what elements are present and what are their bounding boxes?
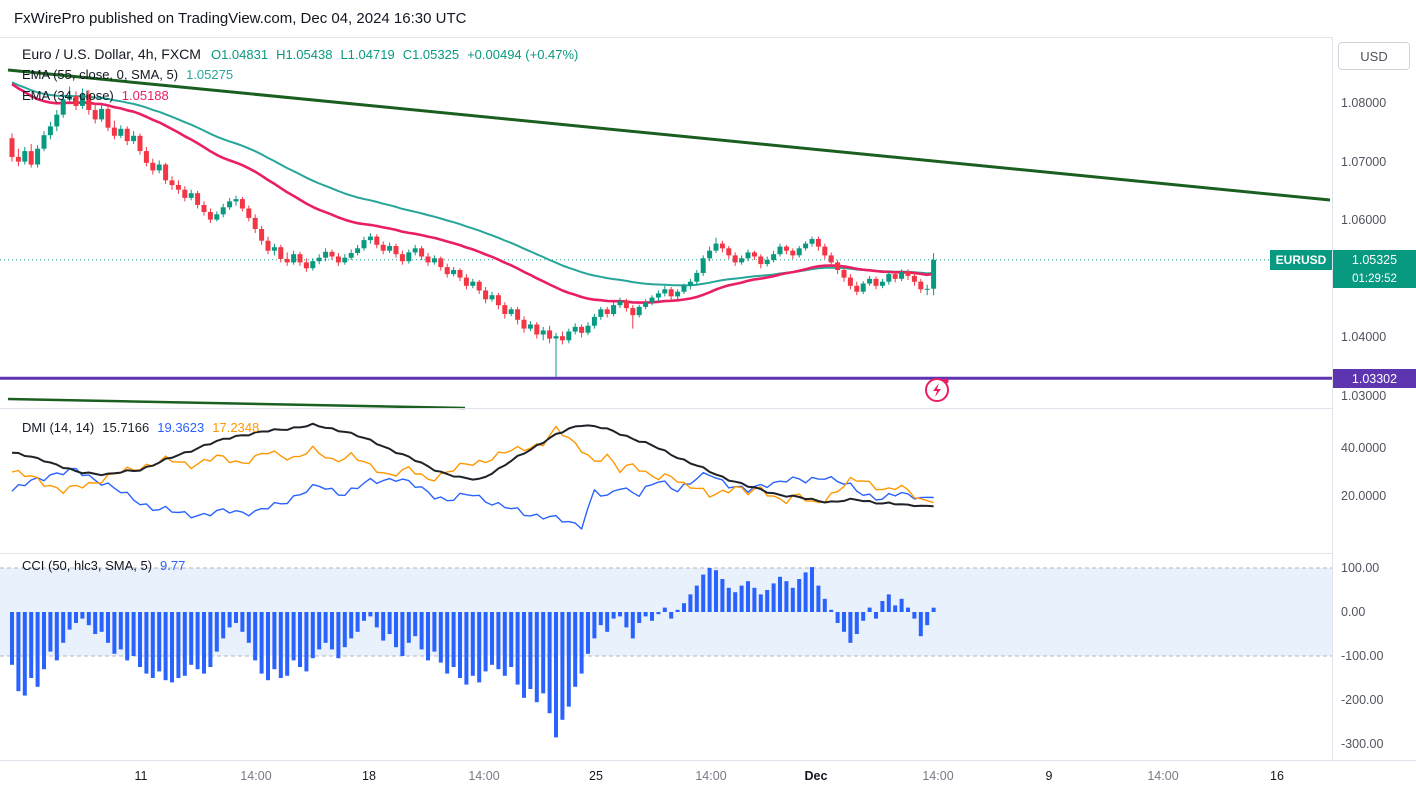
price-tick-label: 0.00	[1341, 605, 1366, 619]
last-price-badge: 1.05325	[1333, 250, 1416, 270]
dmi-line-plusDI	[11, 467, 934, 530]
candlesticks	[9, 86, 937, 377]
ema34-legend[interactable]: EMA (34, close) 1.05188	[22, 88, 169, 103]
ohlc-change: +0.00494 (+0.47%)	[467, 47, 579, 62]
price-axis-separator	[1332, 37, 1333, 760]
dmi-minus-di-value: 17.2348	[212, 420, 260, 435]
publish-title: FxWirePro published on TradingView.com, …	[14, 10, 467, 27]
ema55-value: 1.05275	[186, 67, 234, 82]
header-separator	[0, 37, 1416, 38]
dmi-legend[interactable]: DMI (14, 14) 15.7166 19.3623 17.2348	[22, 420, 259, 435]
time-tick-label: 11	[134, 769, 148, 783]
ema55-line	[11, 81, 934, 287]
time-axis-separator	[0, 760, 1416, 761]
time-tick-label: 9	[1045, 769, 1053, 783]
time-tick-label: 14:00	[922, 769, 954, 783]
ohlc-high: H1.05438	[276, 47, 333, 62]
dmi-plus-di-value: 19.3623	[157, 420, 205, 435]
price-axis[interactable]: 1.08000 1.07000 1.06000 1.04000 1.03000 40.00…	[1333, 37, 1416, 760]
publish-header: FxWirePro published on TradingView.com, …	[0, 0, 1416, 37]
dmi-adx-value: 15.7166	[102, 420, 150, 435]
symbol-price-badge: EURUSD	[1270, 250, 1332, 270]
time-tick-label: 14:00	[240, 769, 272, 783]
ohlc-open: O1.04831	[210, 47, 269, 62]
dmi-line-ADX	[11, 422, 934, 508]
ema34-label: EMA (34, close)	[22, 88, 114, 103]
time-tick-label: Dec	[804, 769, 828, 783]
dmi-line-minusDI	[11, 425, 934, 505]
time-tick-label: 25	[589, 769, 603, 783]
resistance-trendline[interactable]	[7, 68, 1331, 202]
ema34-line	[11, 82, 934, 304]
price-tick-label: 1.06000	[1341, 213, 1387, 228]
time-tick-label: 14:00	[695, 769, 727, 783]
price-tick-label: -100.00	[1341, 649, 1384, 663]
lightning-marker[interactable]	[925, 378, 949, 402]
price-tick-label: 40.0000	[1341, 441, 1387, 455]
price-tick-label: 1.04000	[1341, 330, 1387, 345]
cci-label: CCI (50, hlc3, SMA, 5)	[22, 558, 153, 573]
cci-value: 9.77	[160, 558, 186, 573]
time-tick-label: 16	[1270, 769, 1284, 783]
ema34-value: 1.05188	[121, 88, 169, 103]
pane-separator-cci[interactable]	[0, 553, 1416, 554]
symbol-title: Euro / U.S. Dollar, 4h, FXCM	[22, 46, 201, 62]
time-tick-label: 18	[362, 769, 376, 783]
minor-trendline[interactable]	[7, 397, 466, 410]
cci-histogram	[10, 567, 936, 738]
pane-separator-dmi[interactable]	[0, 408, 1416, 409]
time-axis[interactable]: 11 14:00 18 14:00 25 14:00 Dec 14:00 9 14:00 16	[0, 761, 1416, 792]
symbol-legend[interactable]: Euro / U.S. Dollar, 4h, FXCM O1.04831 H1…	[22, 46, 578, 62]
price-tick-label: -200.00	[1341, 693, 1384, 707]
time-tick-label: 14:00	[468, 769, 500, 783]
ema55-label: EMA (55, close, 0, SMA, 5)	[22, 67, 179, 82]
support-level-badge: 1.03302	[1333, 369, 1416, 388]
price-tick-label: 1.08000	[1341, 96, 1387, 110]
price-tick-label: 20.0000	[1341, 489, 1387, 503]
ohlc-low: L1.04719	[340, 47, 395, 62]
price-tick-label: -300.00	[1341, 737, 1384, 751]
time-tick-label: 14:00	[1147, 769, 1179, 783]
price-tick-label: 100.00	[1341, 561, 1380, 575]
ema55-legend[interactable]: EMA (55, close, 0, SMA, 5) 1.05275	[22, 67, 233, 82]
price-tick-label: 1.07000	[1341, 154, 1387, 169]
price-tick-label: 1.03000	[1341, 389, 1387, 403]
cci-legend[interactable]: CCI (50, hlc3, SMA, 5) 9.77	[22, 558, 185, 573]
dmi-label: DMI (14, 14)	[22, 420, 95, 435]
ohlc-close: C1.05325	[402, 47, 460, 62]
bar-countdown-badge: 01:29:52	[1333, 270, 1416, 288]
currency-toggle-button[interactable]: USD	[1338, 42, 1410, 70]
